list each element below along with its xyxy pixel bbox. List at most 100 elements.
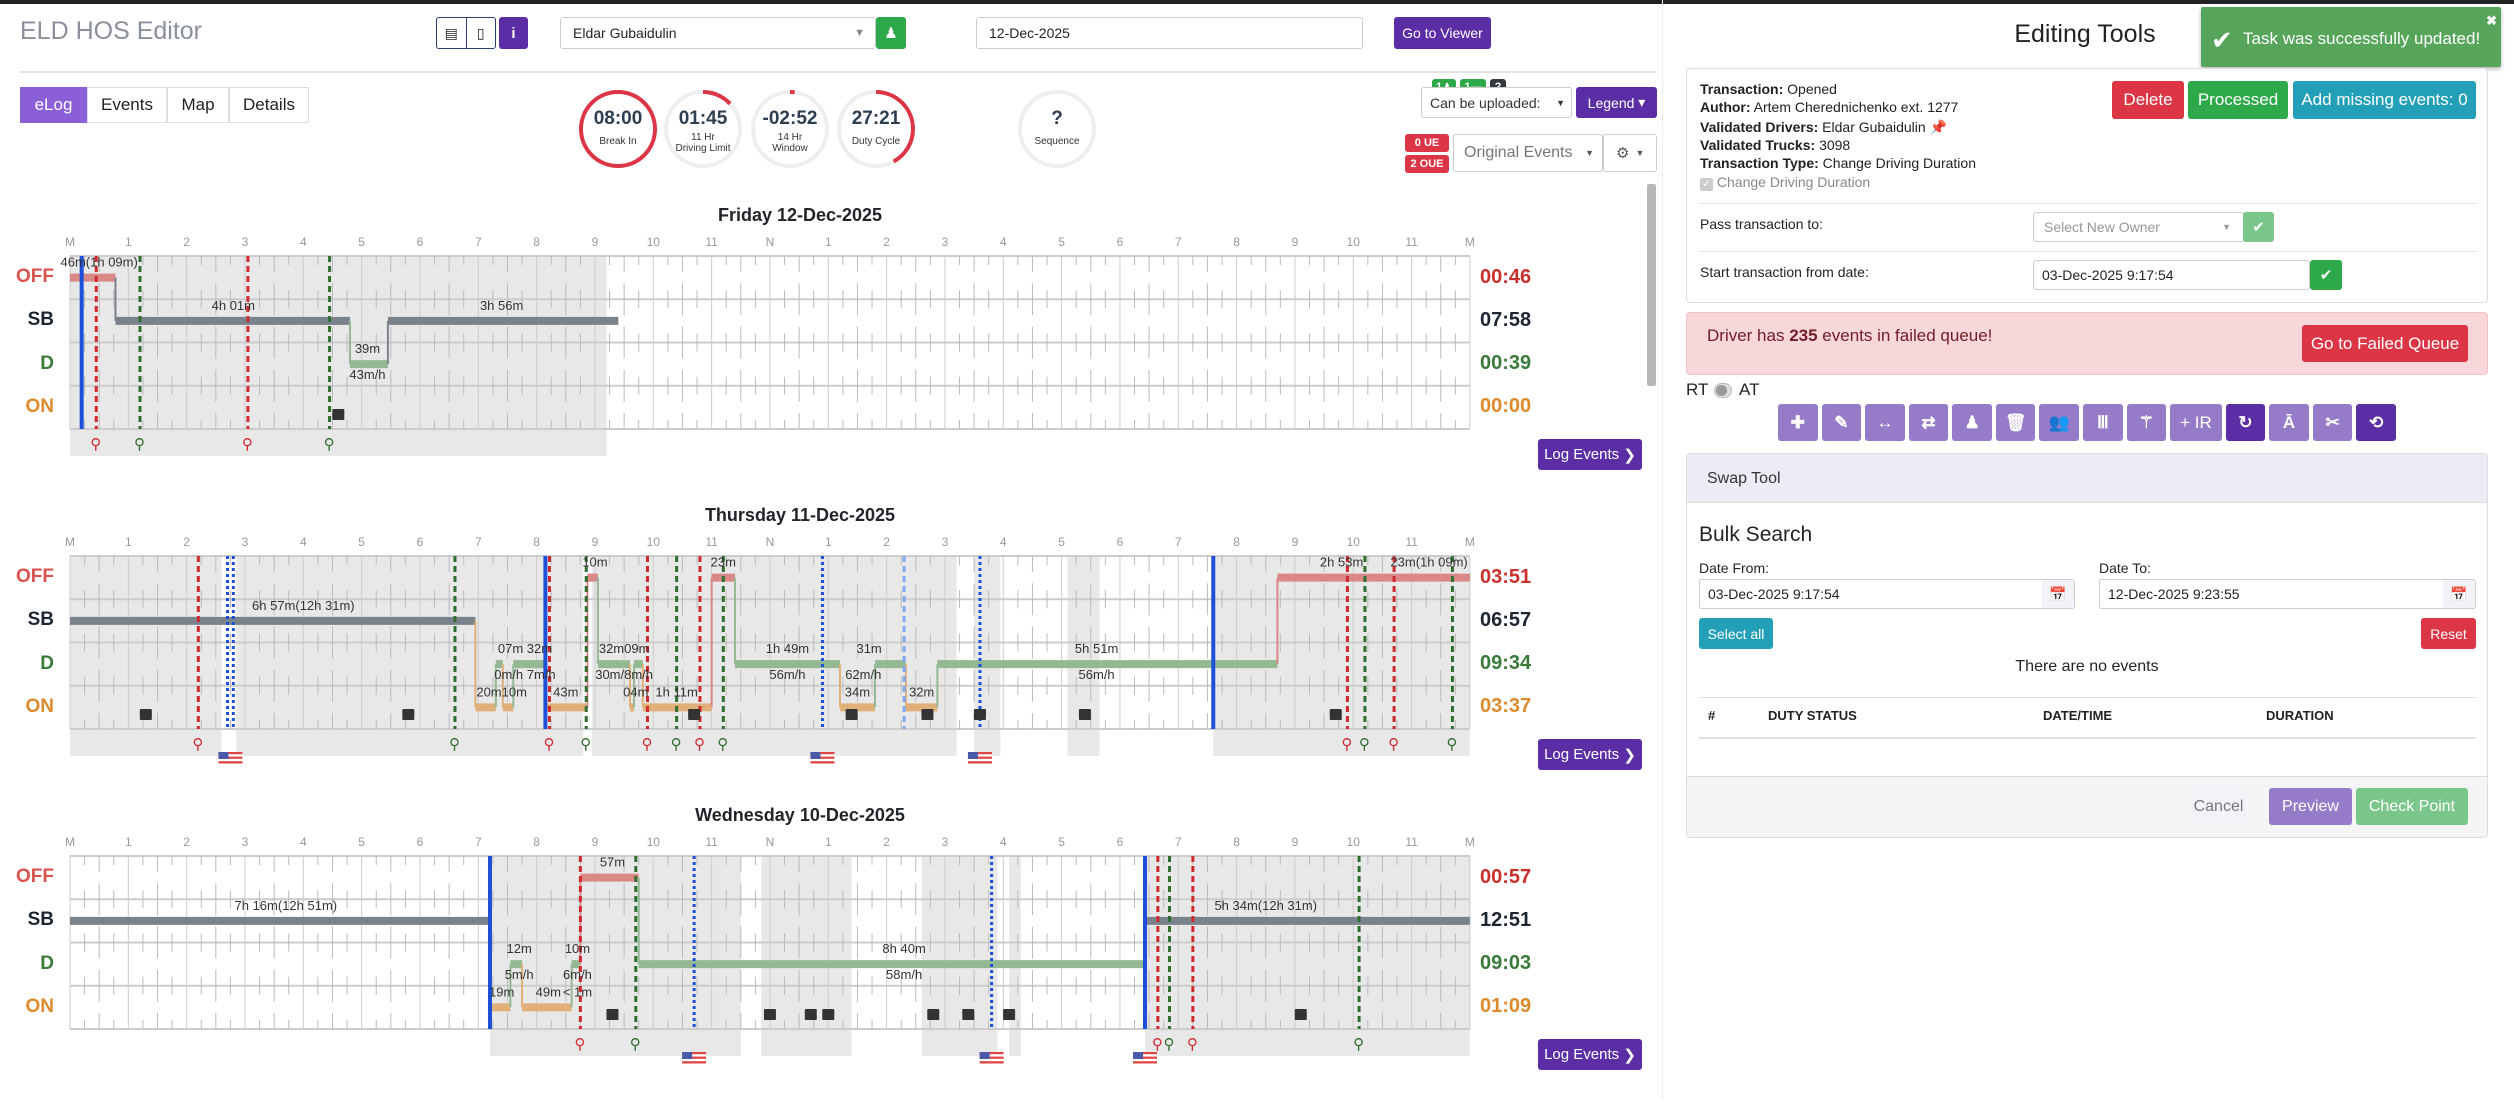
log-events-button[interactable]: Log Events ❯ [1538, 739, 1642, 770]
row-label-sb: SB [27, 909, 54, 931]
magic-tool-button[interactable]: ⚚ [2126, 404, 2167, 441]
duration-label: 19m [489, 984, 514, 999]
oue-badge: 2 OUE [1405, 155, 1449, 173]
hour-label: 1 [825, 535, 832, 549]
duration-label: 20m10m [476, 684, 527, 699]
driver-profile-button[interactable]: ♟ [876, 17, 906, 49]
hour-label: 5 [1058, 535, 1065, 549]
progress-ring [837, 90, 915, 168]
duration-label: 46m(1h 09m) [61, 255, 138, 270]
total-sb: 12:51 [1480, 909, 1532, 931]
hour-label: 6 [1117, 535, 1124, 549]
reset-button[interactable]: Reset [2421, 618, 2476, 649]
calendar-icon[interactable]: 📅 [2042, 580, 2074, 608]
legend-button[interactable]: Legend ▾ [1576, 87, 1657, 118]
go-to-viewer-button[interactable]: Go to Viewer [1394, 17, 1491, 49]
hour-label: 8 [533, 235, 540, 249]
driver-select[interactable]: Eldar Gubaidulin ▼ [560, 17, 876, 49]
stretch-tool-button[interactable]: ↔ [1865, 404, 1905, 441]
processed-button[interactable]: Processed [2188, 81, 2288, 119]
hour-label: 4 [300, 835, 307, 849]
info-button[interactable]: i [499, 17, 528, 49]
date-input[interactable]: 12-Dec-2025 [976, 17, 1363, 49]
duration-label: 43m/h [349, 367, 385, 382]
hour-label: 8 [1233, 835, 1240, 849]
status-bar-on [502, 703, 514, 712]
document-icon[interactable]: ▤ [437, 18, 467, 48]
split-tool-button[interactable]: Ⅲ [2083, 404, 2123, 441]
tab-map[interactable]: Map [167, 87, 229, 123]
edit-tool-button[interactable]: ✎ [1821, 404, 1862, 441]
ue-badge: 0 UE [1405, 134, 1449, 152]
cancel-button[interactable]: Cancel [2190, 788, 2247, 825]
row-label-sb: SB [27, 309, 54, 331]
new-owner-select[interactable]: Select New Owner ▼ [2033, 212, 2244, 242]
us-flag-icon [979, 1052, 1004, 1066]
row-label-d: D [40, 352, 54, 374]
preview-button[interactable]: Preview [2269, 788, 2352, 825]
hour-label: 2 [883, 835, 890, 849]
total-off: 00:46 [1480, 266, 1532, 288]
close-icon[interactable]: ✖ [2486, 13, 2497, 28]
pass-transaction-label: Pass transaction to: [1700, 216, 1823, 232]
check-point-button[interactable]: Check Point [2356, 788, 2468, 825]
hour-label: 6 [1117, 835, 1124, 849]
duration-label: 10m [565, 941, 590, 956]
key-icon: ⚲ [324, 436, 335, 453]
date-from-input[interactable]: 03-Dec-2025 9:17:54 📅 [1699, 579, 2075, 609]
align-tool-button[interactable]: Ā [2269, 404, 2309, 441]
swap-tool-button[interactable]: ⇄ [1908, 404, 1949, 441]
log-events-button[interactable]: Log Events ❯ [1538, 439, 1642, 470]
chart-scrollbar[interactable] [1647, 184, 1656, 386]
timer-sequence: ? Sequence [1016, 88, 1098, 170]
hour-label: M [1465, 535, 1475, 549]
change-driving-duration-checkbox[interactable]: ✓ Change Driving Duration [1700, 174, 1870, 191]
hour-label: 7 [1175, 535, 1182, 549]
tab-details[interactable]: Details [229, 87, 309, 123]
status-bar-on [545, 703, 588, 712]
pin-icon: 📌 [1929, 119, 1948, 135]
events-source-select[interactable]: Original Events ▼ [1453, 134, 1603, 172]
calendar-icon[interactable]: 📅 [2443, 580, 2475, 608]
status-bar-d [571, 960, 581, 969]
confirm-start-date-button[interactable]: ✔ [2310, 260, 2342, 290]
note-icon[interactable]: ▯ [476, 24, 485, 41]
rt-at-toggle[interactable] [1714, 383, 1732, 398]
tab-events[interactable]: Events [87, 87, 167, 123]
delete-button[interactable]: Delete [2112, 81, 2184, 119]
transaction-author: Author: Artem Cherednichenko ext. 1277 [1700, 99, 1959, 115]
past-shading [1145, 856, 1470, 1056]
swap-tool-header: Swap Tool [1687, 454, 2487, 503]
start-date-input[interactable]: 03-Dec-2025 9:17:54 [2033, 260, 2310, 290]
duration-label: 62m/h [845, 667, 881, 682]
add-event-tool-button[interactable]: ✚ [1778, 404, 1818, 441]
hour-label: 5 [358, 235, 365, 249]
timer-value: -02:52 [762, 108, 818, 129]
hour-label: 4 [300, 535, 307, 549]
camera-icon [973, 709, 986, 720]
log-events-button[interactable]: Log Events ❯ [1538, 1039, 1642, 1070]
row-label-off: OFF [16, 566, 54, 587]
add-missing-events-button[interactable]: Add missing events: 0 [2293, 81, 2476, 119]
hour-label: 4 [1000, 535, 1007, 549]
day-chart-thursday: Thursday 11-Dec-2025 M 1 2 3 4 5 6 7 8 9 10 11 N 1 2 3 4… [0, 503, 1660, 803]
delete-tool-button[interactable]: 🗑 [1995, 404, 2036, 441]
select-all-button[interactable]: Select all [1699, 618, 1773, 649]
status-bar-d [734, 660, 840, 669]
confirm-owner-button[interactable]: ✔ [2243, 212, 2274, 242]
settings-dropdown[interactable]: ⚙ ▼ [1603, 134, 1657, 172]
add-ir-tool-button[interactable]: + IR [2170, 404, 2222, 441]
duration-label: 8h 40m [882, 941, 925, 956]
driver-tool-button[interactable]: ♟ [1952, 404, 1992, 441]
cut-tool-button[interactable]: ✂ [2312, 404, 2353, 441]
duration-label: 6m/h [563, 967, 592, 982]
refresh-tool-button[interactable]: ↻ [2225, 404, 2266, 441]
go-to-failed-queue-button[interactable]: Go to Failed Queue [2302, 325, 2468, 362]
duration-label: 32m09m [599, 641, 650, 656]
tab-elog[interactable]: eLog [20, 87, 87, 123]
status-bar-on [905, 703, 938, 712]
date-to-input[interactable]: 12-Dec-2025 9:23:55 📅 [2099, 579, 2476, 609]
undo-tool-button[interactable]: ⟲ [2356, 404, 2396, 441]
upload-status-select[interactable]: Can be uploaded: ▼ [1421, 87, 1572, 118]
team-tool-button[interactable]: 👥 [2039, 404, 2080, 441]
